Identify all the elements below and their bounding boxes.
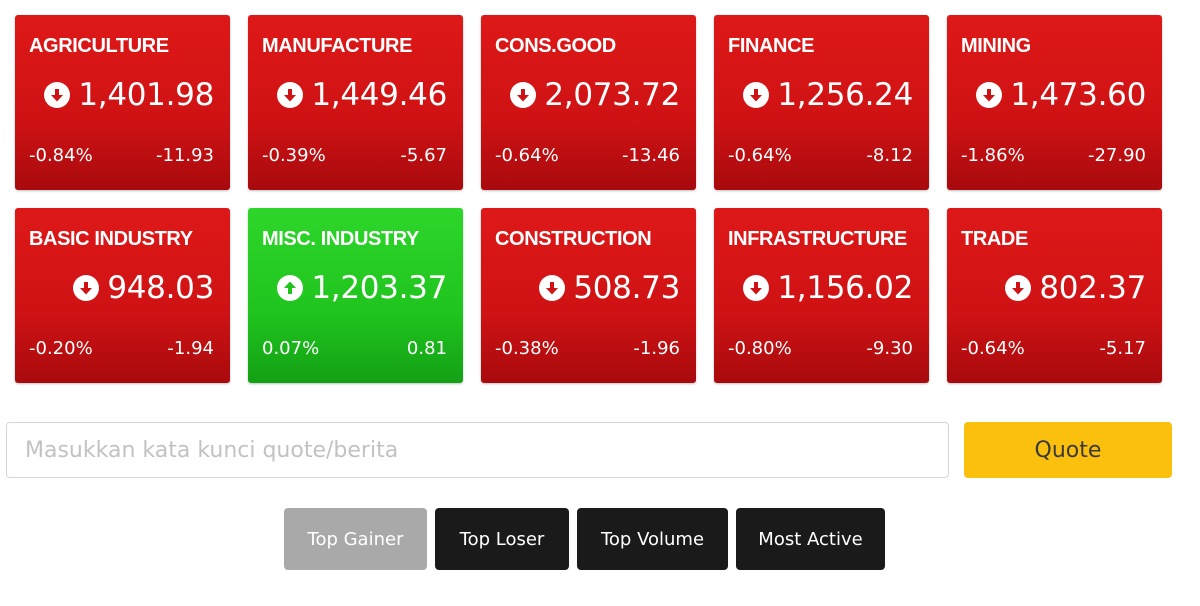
sector-tile[interactable]: INFRASTRUCTURE 1,156.02 -0.80% -9.30 xyxy=(714,208,929,383)
sector-value-row: 1,449.46 xyxy=(277,77,447,113)
sector-point-change: -5.67 xyxy=(400,145,447,166)
market-tabs: Top Gainer Top Loser Top Volume Most Act… xyxy=(284,508,885,570)
sector-value-row: 1,256.24 xyxy=(743,77,913,113)
sector-tile[interactable]: FINANCE 1,256.24 -0.64% -8.12 xyxy=(714,15,929,190)
sector-name: FINANCE xyxy=(728,35,815,57)
sector-value-row: 508.73 xyxy=(539,270,680,306)
sector-value: 1,473.60 xyxy=(1010,77,1146,113)
sector-tile[interactable]: CONS.GOOD 2,073.72 -0.64% -13.46 xyxy=(481,15,696,190)
sector-tile[interactable]: MANUFACTURE 1,449.46 -0.39% -5.67 xyxy=(248,15,463,190)
sector-percent-change: -0.20% xyxy=(29,338,93,359)
search-input[interactable] xyxy=(6,422,949,478)
sector-value-row: 1,203.37 xyxy=(277,270,447,306)
sector-value-row: 2,073.72 xyxy=(510,77,680,113)
arrow-down-circle-icon xyxy=(1005,275,1032,301)
sector-name: CONS.GOOD xyxy=(495,35,616,57)
sector-tile[interactable]: TRADE 802.37 -0.64% -5.17 xyxy=(947,208,1162,383)
sector-value-row: 1,156.02 xyxy=(743,270,913,306)
arrow-up-circle-icon xyxy=(277,275,304,301)
tab-top-loser[interactable]: Top Loser xyxy=(435,508,569,570)
arrow-down-circle-icon xyxy=(44,82,71,108)
sector-percent-change: -0.39% xyxy=(262,145,326,166)
tab-top-volume[interactable]: Top Volume xyxy=(577,508,728,570)
sector-value: 1,449.46 xyxy=(311,77,447,113)
arrow-down-circle-icon xyxy=(743,275,770,301)
arrow-down-circle-icon xyxy=(976,82,1003,108)
sector-percent-change: -0.64% xyxy=(495,145,559,166)
sector-value: 508.73 xyxy=(573,270,680,306)
sector-percent-change: 0.07% xyxy=(262,338,320,359)
sector-tile[interactable]: CONSTRUCTION 508.73 -0.38% -1.96 xyxy=(481,208,696,383)
sector-name: TRADE xyxy=(961,228,1028,250)
sector-point-change: -1.96 xyxy=(633,338,680,359)
arrow-down-circle-icon xyxy=(73,275,100,301)
sector-point-change: 0.81 xyxy=(406,338,447,359)
arrow-down-circle-icon xyxy=(277,82,304,108)
tab-top-gainer[interactable]: Top Gainer xyxy=(284,508,427,570)
sector-percent-change: -1.86% xyxy=(961,145,1025,166)
sector-value-row: 1,473.60 xyxy=(976,77,1146,113)
sector-tile[interactable]: MINING 1,473.60 -1.86% -27.90 xyxy=(947,15,1162,190)
sector-tile[interactable]: BASIC INDUSTRY 948.03 -0.20% -1.94 xyxy=(15,208,230,383)
sector-value: 2,073.72 xyxy=(544,77,680,113)
sector-value: 802.37 xyxy=(1039,270,1146,306)
sector-tile[interactable]: AGRICULTURE 1,401.98 -0.84% -11.93 xyxy=(15,15,230,190)
sector-name: MISC. INDUSTRY xyxy=(262,228,419,250)
sector-percent-change: -0.64% xyxy=(728,145,792,166)
sector-point-change: -27.90 xyxy=(1087,145,1146,166)
sector-tile[interactable]: MISC. INDUSTRY 1,203.37 0.07% 0.81 xyxy=(248,208,463,383)
sector-percent-change: -0.64% xyxy=(961,338,1025,359)
sector-value-row: 1,401.98 xyxy=(44,77,214,113)
sector-name: CONSTRUCTION xyxy=(495,228,652,250)
sector-name: BASIC INDUSTRY xyxy=(29,228,193,250)
sector-value: 1,401.98 xyxy=(78,77,214,113)
sector-point-change: -1.94 xyxy=(167,338,214,359)
sector-percent-change: -0.80% xyxy=(728,338,792,359)
sector-grid: AGRICULTURE 1,401.98 -0.84% -11.93 MANUF… xyxy=(15,15,1162,383)
sector-name: MINING xyxy=(961,35,1031,57)
sector-point-change: -13.46 xyxy=(621,145,680,166)
sector-point-change: -5.17 xyxy=(1099,338,1146,359)
sector-name: INFRASTRUCTURE xyxy=(728,228,907,250)
sector-value: 1,256.24 xyxy=(777,77,913,113)
arrow-down-circle-icon xyxy=(743,82,770,108)
sector-value: 1,156.02 xyxy=(777,270,913,306)
arrow-down-circle-icon xyxy=(510,82,537,108)
quote-button[interactable]: Quote xyxy=(964,422,1172,478)
sector-name: MANUFACTURE xyxy=(262,35,413,57)
sector-percent-change: -0.38% xyxy=(495,338,559,359)
tab-most-active[interactable]: Most Active xyxy=(736,508,885,570)
sector-value: 948.03 xyxy=(107,270,214,306)
sector-value: 1,203.37 xyxy=(311,270,447,306)
sector-point-change: -8.12 xyxy=(866,145,913,166)
sector-percent-change: -0.84% xyxy=(29,145,93,166)
sector-point-change: -9.30 xyxy=(866,338,913,359)
sector-point-change: -11.93 xyxy=(155,145,214,166)
arrow-down-circle-icon xyxy=(539,275,566,301)
sector-value-row: 948.03 xyxy=(73,270,214,306)
sector-name: AGRICULTURE xyxy=(29,35,169,57)
sector-value-row: 802.37 xyxy=(1005,270,1146,306)
